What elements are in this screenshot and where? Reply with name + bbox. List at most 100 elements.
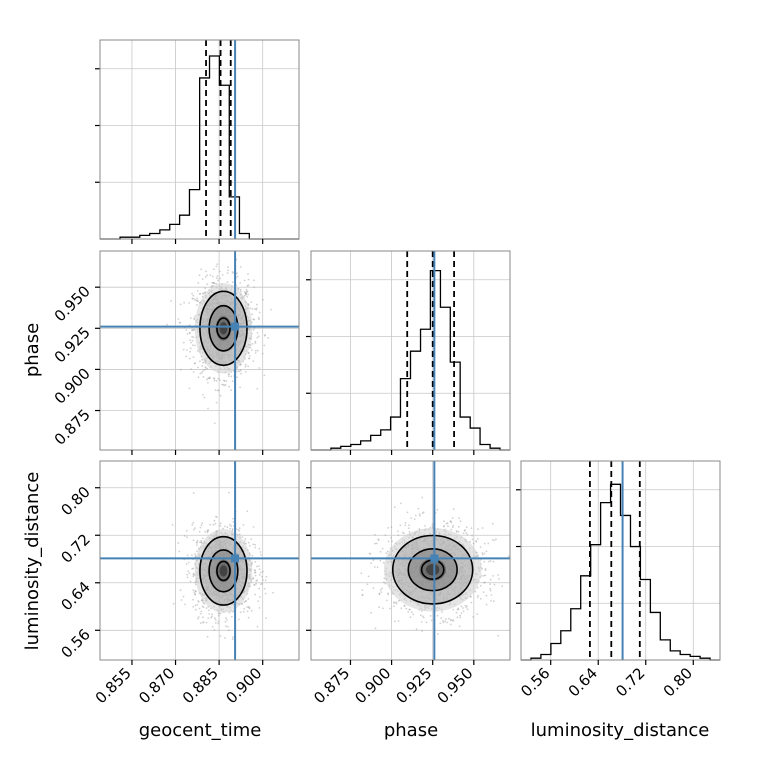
scatter-point [361,589,364,591]
scatter-point [191,523,194,526]
scatter-point [205,270,207,273]
scatter-point [192,492,195,494]
scatter-point [191,328,194,331]
scatter-point [247,605,250,608]
scatter-point [192,336,195,339]
scatter-point [446,522,449,525]
scatter-point [204,530,207,533]
scatter-point [249,307,252,309]
scatter-point [430,619,433,622]
scatter-point [213,377,216,380]
scatter-point [200,541,203,544]
scatter-point [191,554,193,556]
scatter-point [239,266,242,268]
scatter-point [192,329,195,331]
scatter-point [246,606,249,608]
scatter-point [419,614,422,617]
scatter-point [252,543,255,546]
scatter-point [194,593,197,596]
scatter-point [421,496,424,499]
scatter-point [201,605,204,608]
scatter-point [224,525,226,528]
scatter-point [255,308,258,311]
scatter-point [377,539,380,541]
scatter-point [372,559,375,561]
scatter-point [397,600,400,602]
scatter-point [231,529,234,532]
truth-marker [231,554,240,563]
scatter-point [466,608,469,611]
scatter-point [207,407,209,410]
scatter-point [204,276,207,278]
scatter-point [481,553,484,556]
scatter-point [199,372,202,375]
scatter-point [456,616,459,619]
scatter-point [192,598,195,601]
scatter-point [436,614,439,617]
scatter-point [265,576,268,578]
scatter-point [408,530,411,533]
scatter-point [414,514,417,517]
scatter-point [243,294,246,297]
scatter-point [243,540,246,542]
scatter-point [484,574,487,577]
scatter-point [187,561,190,564]
y-tick-label: 0.80 [57,483,93,519]
scatter-point [253,308,256,310]
y-tick-label: 0.950 [51,282,94,325]
scatter-point [263,344,266,347]
scatter-point [391,540,393,542]
scatter-point [227,373,230,376]
scatter-point [452,508,455,510]
scatter-point [192,567,195,570]
scatter-point [190,368,193,370]
scatter-point [204,366,207,368]
x-tick-label: 0.855 [92,664,135,707]
scatter-point [253,279,255,282]
scatter-point [204,367,207,369]
scatter-point [248,544,251,547]
scatter-point [251,313,253,316]
scatter-point [489,560,492,562]
scatter-point [192,539,195,542]
scatter-point [479,546,482,548]
scatter-point [492,560,495,563]
scatter-point [497,574,499,576]
scatter-point [196,539,199,542]
scatter-point [202,394,204,396]
scatter-point [193,318,196,321]
scatter-point [246,290,249,293]
panel-hist-geocent_time [95,39,300,244]
scatter-point [250,538,253,541]
scatter-point [208,376,211,379]
scatter-point [200,539,203,542]
scatter-point [476,596,479,599]
scatter-point [219,270,221,273]
scatter-point [192,529,195,531]
scatter-point [470,527,473,529]
scatter-point [431,525,434,528]
scatter-point [199,622,202,624]
scatter-point [369,553,372,555]
scatter-point [241,536,244,538]
scatter-point [180,599,183,601]
scatter-point [475,540,478,542]
scatter-point [194,298,196,301]
scatter-point [449,619,452,622]
scatter-point [215,282,218,285]
scatter-point [197,366,199,369]
scatter-point [245,292,248,295]
scatter-point [481,552,484,554]
scatter-point [443,525,445,528]
scatter-point [422,511,425,514]
density-level [219,565,228,577]
scatter-point [450,618,453,621]
scatter-point [244,538,247,540]
scatter-point [460,605,463,608]
scatter-point [202,375,205,378]
scatter-point [203,291,206,294]
scatter-point [219,635,222,637]
scatter-point [457,608,460,611]
scatter-point [484,569,487,572]
scatter-point [199,526,202,529]
